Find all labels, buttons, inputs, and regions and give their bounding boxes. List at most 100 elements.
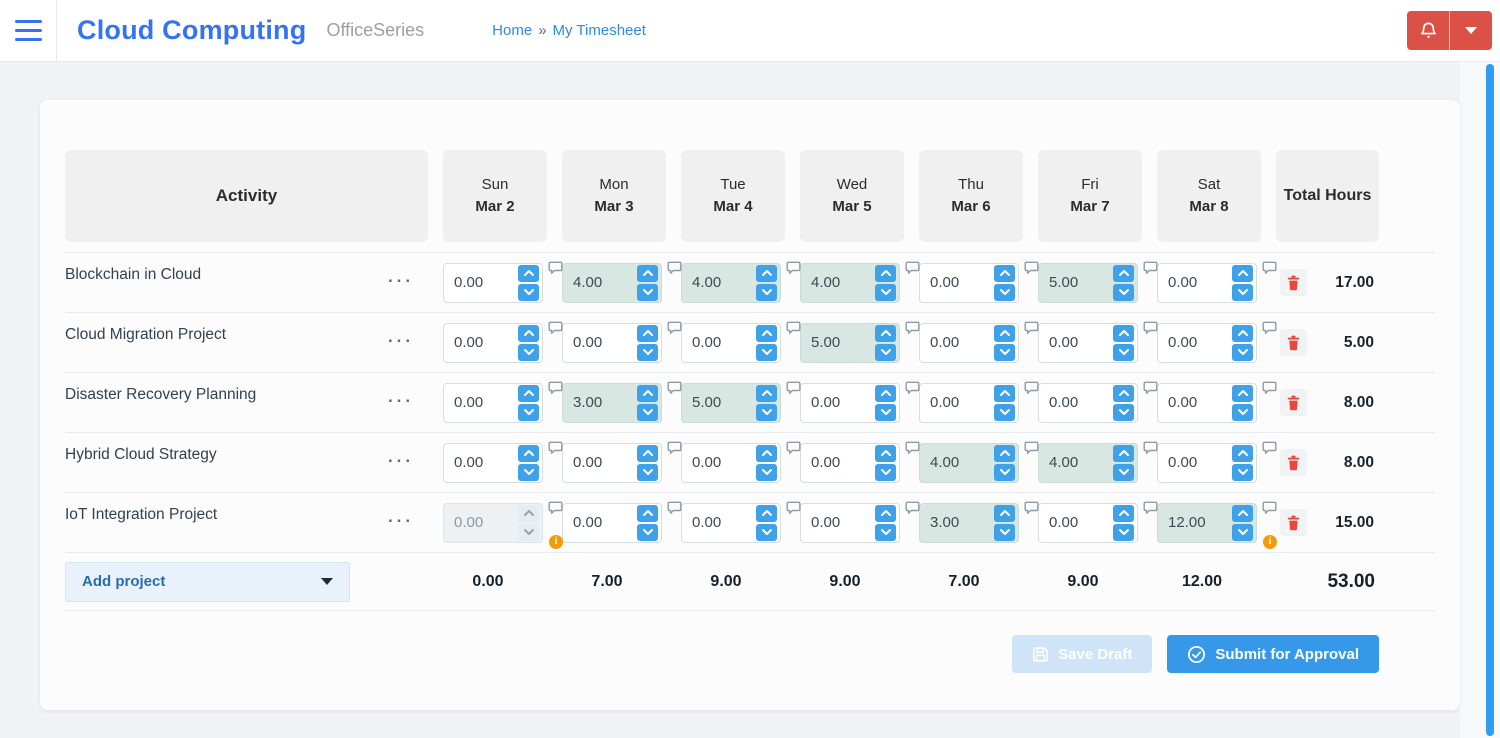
hours-input[interactable]: 0.00 (443, 382, 543, 423)
spin-up-button[interactable] (1113, 504, 1134, 522)
spin-up-button[interactable] (637, 324, 658, 342)
spin-down-button[interactable] (875, 523, 896, 541)
spin-up-button[interactable] (518, 384, 539, 402)
spin-down-button[interactable] (1232, 403, 1253, 421)
spin-down-button[interactable] (756, 523, 777, 541)
hours-input[interactable]: 0.00 (443, 262, 543, 303)
comment-icon[interactable] (1262, 381, 1277, 395)
comment-icon[interactable] (1024, 261, 1039, 275)
delete-row-button[interactable] (1280, 389, 1307, 416)
hours-input[interactable]: 0.00 (1157, 262, 1257, 303)
spin-down-button[interactable] (518, 283, 539, 301)
spin-down-button[interactable] (1113, 403, 1134, 421)
delete-row-button[interactable] (1280, 509, 1307, 536)
hours-input[interactable]: 0.00 (800, 502, 900, 543)
hours-input[interactable]: 4.00 (1038, 442, 1138, 483)
spin-down-button[interactable] (875, 463, 896, 481)
comment-icon[interactable] (1024, 321, 1039, 335)
hours-input[interactable]: 0.00 (681, 502, 781, 543)
spin-up-button[interactable] (1232, 264, 1253, 282)
spin-down-button[interactable] (518, 403, 539, 421)
comment-icon[interactable] (1143, 321, 1158, 335)
comment-icon[interactable] (548, 261, 563, 275)
hours-input[interactable]: 0.00 (443, 322, 543, 363)
spin-up-button[interactable] (875, 504, 896, 522)
spin-down-button[interactable] (1113, 463, 1134, 481)
notifications-button[interactable] (1407, 11, 1450, 50)
user-menu-dropdown-button[interactable] (1450, 11, 1492, 50)
comment-icon[interactable] (667, 501, 682, 515)
spin-up-button[interactable] (994, 504, 1015, 522)
comment-icon[interactable] (1262, 321, 1277, 335)
spin-down-button[interactable] (875, 283, 896, 301)
breadcrumb-home-link[interactable]: Home (492, 22, 533, 39)
hours-input[interactable]: 0.00 (800, 382, 900, 423)
row-menu-button[interactable]: ··· (388, 450, 414, 470)
hours-input[interactable]: 12.00 (1157, 502, 1257, 543)
submit-for-approval-button[interactable]: Submit for Approval (1167, 635, 1379, 673)
hours-input[interactable]: 0.00 (1157, 382, 1257, 423)
hours-input[interactable]: 0.00 (562, 442, 662, 483)
spin-up-button[interactable] (1232, 444, 1253, 462)
spin-up-button[interactable] (518, 444, 539, 462)
spin-down-button[interactable] (875, 403, 896, 421)
comment-icon[interactable] (667, 441, 682, 455)
spin-down-button[interactable] (1113, 343, 1134, 361)
hours-input[interactable]: 0.00 (919, 382, 1019, 423)
comment-icon[interactable] (667, 321, 682, 335)
hours-input[interactable]: 0.00 (919, 322, 1019, 363)
spin-down-button[interactable] (518, 463, 539, 481)
spin-down-button[interactable] (994, 283, 1015, 301)
comment-icon[interactable] (1024, 381, 1039, 395)
hours-input[interactable]: 0.00 (1038, 382, 1138, 423)
spin-down-button[interactable] (637, 283, 658, 301)
comment-icon[interactable] (1143, 441, 1158, 455)
row-menu-button[interactable]: ··· (388, 390, 414, 410)
spin-down-button[interactable] (1232, 523, 1253, 541)
spin-down-button[interactable] (1113, 523, 1134, 541)
row-menu-button[interactable]: ··· (388, 510, 414, 530)
hours-input[interactable]: 0.00 (562, 322, 662, 363)
spin-up-button[interactable] (637, 504, 658, 522)
spin-up-button[interactable] (1232, 504, 1253, 522)
hours-input[interactable]: 4.00 (562, 262, 662, 303)
spin-down-button[interactable] (1232, 463, 1253, 481)
hours-input[interactable]: 0.00 (800, 442, 900, 483)
spin-down-button[interactable] (637, 463, 658, 481)
comment-icon[interactable] (786, 501, 801, 515)
spin-down-button[interactable] (756, 403, 777, 421)
hours-input[interactable]: 5.00 (800, 322, 900, 363)
comment-icon[interactable] (786, 261, 801, 275)
spin-up-button[interactable] (1232, 384, 1253, 402)
spin-up-button[interactable] (1113, 444, 1134, 462)
spin-up-button[interactable] (518, 264, 539, 282)
spin-up-button[interactable] (875, 384, 896, 402)
row-menu-button[interactable]: ··· (388, 270, 414, 290)
comment-icon[interactable] (905, 441, 920, 455)
spin-up-button[interactable] (637, 384, 658, 402)
comment-icon[interactable] (786, 441, 801, 455)
comment-icon[interactable] (548, 441, 563, 455)
comment-icon[interactable] (548, 501, 563, 515)
comment-icon[interactable] (905, 501, 920, 515)
comment-icon[interactable] (905, 321, 920, 335)
hours-input[interactable]: 5.00 (681, 382, 781, 423)
spin-up-button[interactable] (1232, 324, 1253, 342)
hours-input[interactable]: 0.00 (681, 442, 781, 483)
spin-up-button[interactable] (994, 444, 1015, 462)
row-menu-button[interactable]: ··· (388, 330, 414, 350)
hours-input[interactable]: 4.00 (681, 262, 781, 303)
spin-up-button[interactable] (875, 324, 896, 342)
spin-up-button[interactable] (994, 264, 1015, 282)
spin-down-button[interactable] (994, 343, 1015, 361)
spin-up-button[interactable] (637, 444, 658, 462)
spin-down-button[interactable] (1113, 283, 1134, 301)
hours-input[interactable]: 0.00 (1038, 502, 1138, 543)
hours-input[interactable]: 4.00 (919, 442, 1019, 483)
comment-icon[interactable] (667, 261, 682, 275)
spin-up-button[interactable] (756, 504, 777, 522)
hours-input[interactable]: 0.00 (681, 322, 781, 363)
spin-up-button[interactable] (875, 444, 896, 462)
breadcrumb-current-link[interactable]: My Timesheet (552, 22, 646, 39)
comment-icon[interactable] (786, 321, 801, 335)
